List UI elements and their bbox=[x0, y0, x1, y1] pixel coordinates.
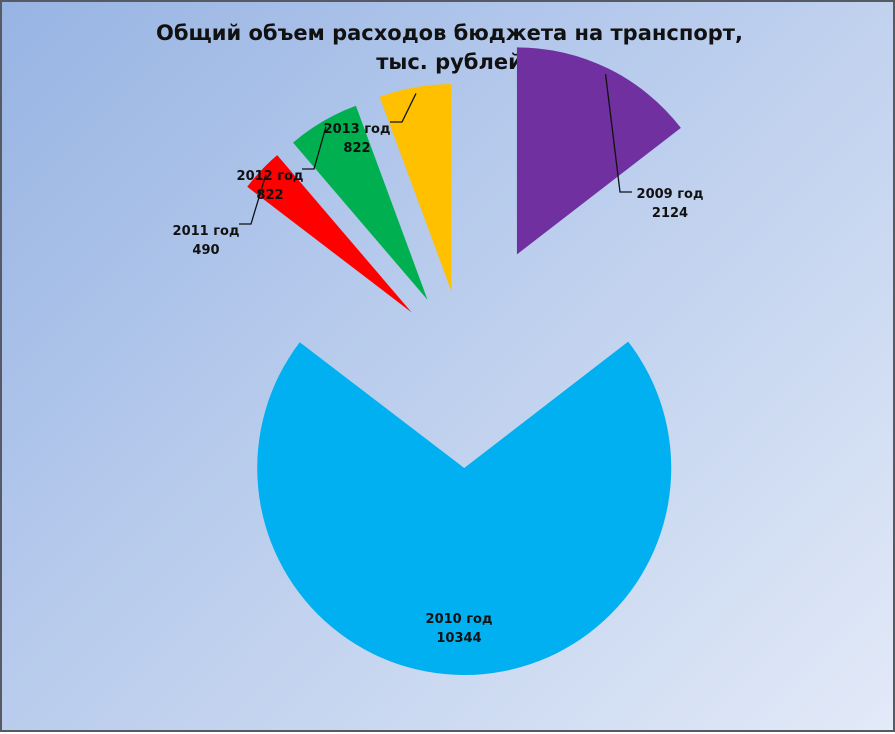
data-label: 2010 год 10344 bbox=[426, 612, 493, 646]
data-label: 2009 год 2124 bbox=[637, 187, 704, 221]
leader-line bbox=[390, 93, 417, 123]
data-label: 2011 год 490 bbox=[173, 224, 240, 258]
pie-slice-2009-год bbox=[516, 47, 681, 255]
pie-slice-2011-год bbox=[247, 155, 412, 313]
pie-slice-2010-год bbox=[257, 341, 672, 675]
leader-line bbox=[239, 174, 267, 225]
pie-slice-2013-год bbox=[379, 84, 452, 292]
leader-line bbox=[604, 74, 632, 193]
data-label: 2012 год 822 bbox=[237, 169, 304, 203]
data-label: 2013 год 822 bbox=[324, 122, 391, 156]
pie-slice-2012-год bbox=[293, 105, 428, 300]
chart-title: Общий объем расходов бюджета на транспор… bbox=[156, 21, 743, 74]
leader-line bbox=[302, 126, 327, 170]
pie-slices bbox=[247, 47, 681, 675]
leader-lines bbox=[239, 74, 632, 225]
data-labels: 2009 год 2124 2010 год 10344 2011 год 490 2012… bbox=[173, 122, 704, 646]
